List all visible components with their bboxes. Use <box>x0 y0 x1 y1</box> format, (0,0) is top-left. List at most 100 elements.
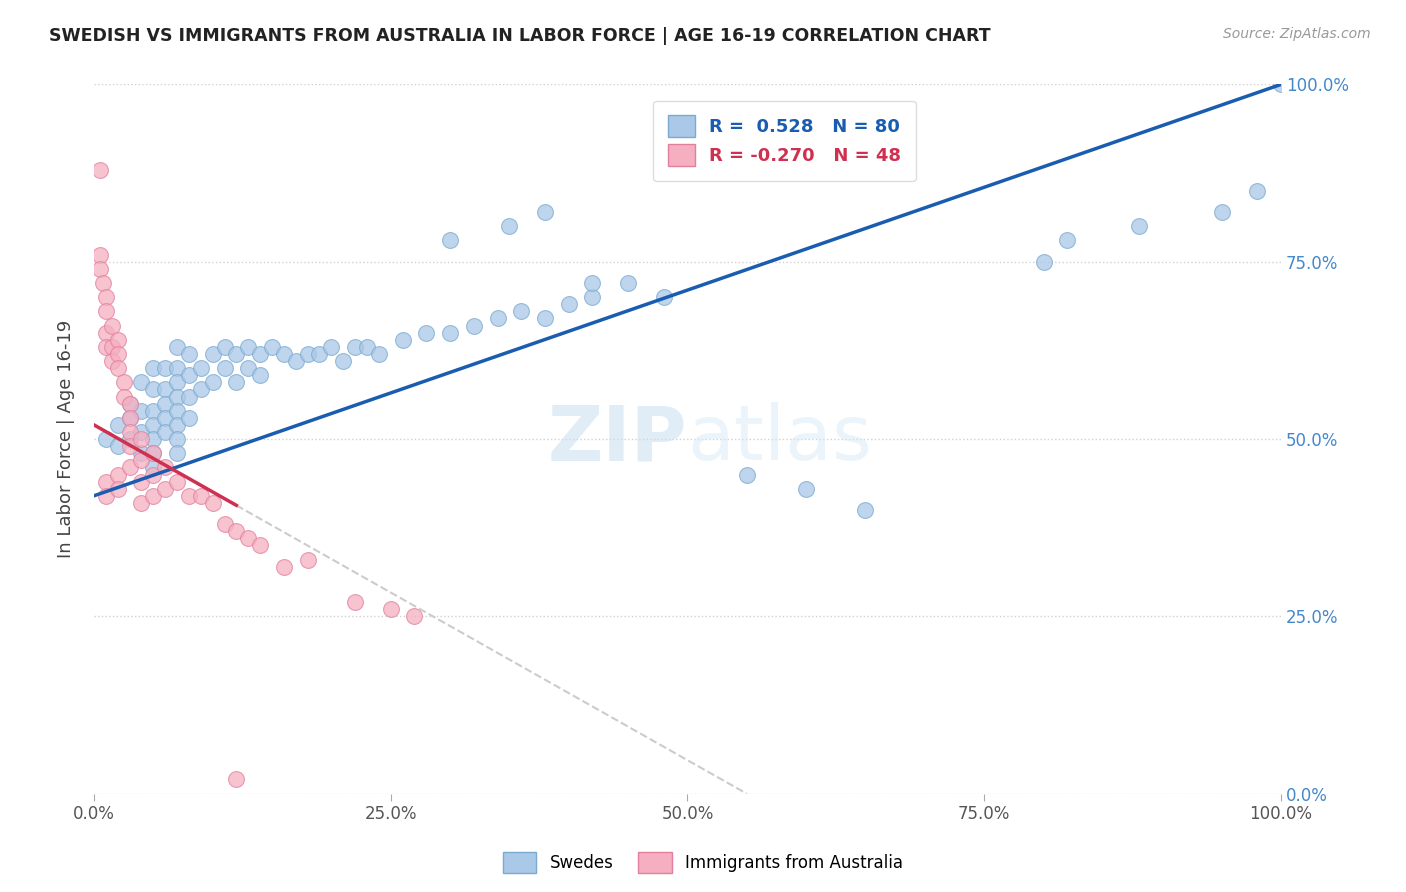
Text: atlas: atlas <box>688 402 872 476</box>
Point <box>344 340 367 354</box>
Point <box>153 482 176 496</box>
Point <box>94 326 117 340</box>
Point <box>107 439 129 453</box>
Point <box>131 403 153 417</box>
Point <box>107 467 129 482</box>
Point <box>166 417 188 432</box>
Point <box>415 326 437 340</box>
Point <box>118 432 141 446</box>
Point <box>107 333 129 347</box>
Point <box>89 247 111 261</box>
Y-axis label: In Labor Force | Age 16-19: In Labor Force | Age 16-19 <box>58 320 75 558</box>
Point <box>344 595 367 609</box>
Point <box>153 425 176 439</box>
Point <box>652 290 675 304</box>
Point <box>107 361 129 376</box>
Point <box>100 318 122 333</box>
Point <box>118 460 141 475</box>
Point <box>118 425 141 439</box>
Point <box>153 361 176 376</box>
Point <box>1246 184 1268 198</box>
Point <box>794 482 817 496</box>
Point <box>225 772 247 787</box>
Point <box>498 219 520 234</box>
Point <box>321 340 343 354</box>
Point <box>1211 205 1233 219</box>
Point <box>201 347 224 361</box>
Point <box>439 234 461 248</box>
Point <box>166 432 188 446</box>
Point <box>142 446 165 460</box>
Point <box>118 439 141 453</box>
Point <box>855 503 877 517</box>
Point <box>249 368 271 383</box>
Legend: Swedes, Immigrants from Australia: Swedes, Immigrants from Australia <box>496 846 910 880</box>
Point <box>131 453 153 467</box>
Point <box>1032 254 1054 268</box>
Text: Source: ZipAtlas.com: Source: ZipAtlas.com <box>1223 27 1371 41</box>
Point <box>380 602 402 616</box>
Point <box>118 396 141 410</box>
Point <box>297 552 319 566</box>
Point <box>356 340 378 354</box>
Point <box>190 361 212 376</box>
Point <box>190 383 212 397</box>
Point <box>131 376 153 390</box>
Point <box>93 276 115 290</box>
Point <box>166 361 188 376</box>
Point <box>201 376 224 390</box>
Point <box>1056 234 1078 248</box>
Point <box>94 340 117 354</box>
Point <box>94 304 117 318</box>
Point <box>166 340 188 354</box>
Point <box>107 417 129 432</box>
Point <box>190 489 212 503</box>
Point <box>534 311 557 326</box>
Point <box>142 460 165 475</box>
Point <box>581 290 603 304</box>
Point <box>367 347 389 361</box>
Point <box>1270 78 1292 92</box>
Point <box>260 340 283 354</box>
Point <box>142 361 165 376</box>
Point <box>142 467 165 482</box>
Point <box>273 559 295 574</box>
Point <box>94 290 117 304</box>
Point <box>225 376 247 390</box>
Point <box>510 304 533 318</box>
Point <box>100 354 122 368</box>
Point <box>735 467 758 482</box>
Point <box>177 390 200 404</box>
Point <box>166 446 188 460</box>
Point <box>581 276 603 290</box>
Point <box>142 446 165 460</box>
Point <box>439 326 461 340</box>
Point <box>118 410 141 425</box>
Point <box>225 347 247 361</box>
Point <box>131 425 153 439</box>
Point <box>308 347 330 361</box>
Point <box>142 489 165 503</box>
Point <box>332 354 354 368</box>
Point <box>166 475 188 489</box>
Point <box>131 496 153 510</box>
Point <box>131 475 153 489</box>
Point <box>391 333 413 347</box>
Point <box>249 538 271 552</box>
Point <box>142 383 165 397</box>
Point <box>558 297 581 311</box>
Point <box>214 340 236 354</box>
Point <box>118 396 141 410</box>
Point <box>153 396 176 410</box>
Point <box>238 361 260 376</box>
Point <box>94 489 117 503</box>
Point <box>177 410 200 425</box>
Point <box>297 347 319 361</box>
Point <box>201 496 224 510</box>
Point <box>177 489 200 503</box>
Legend: R =  0.528   N = 80, R = -0.270   N = 48: R = 0.528 N = 80, R = -0.270 N = 48 <box>654 101 915 181</box>
Point <box>112 390 135 404</box>
Point <box>404 609 426 624</box>
Point <box>225 524 247 539</box>
Point <box>177 368 200 383</box>
